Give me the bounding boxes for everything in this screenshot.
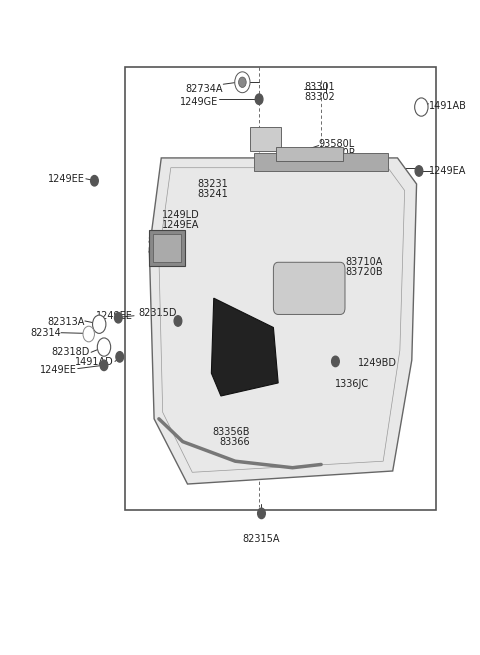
Text: 83394A: 83394A (148, 246, 185, 256)
Circle shape (116, 352, 123, 362)
Text: 1249LD: 1249LD (162, 210, 199, 220)
Circle shape (415, 166, 423, 176)
Text: 82315A: 82315A (243, 534, 280, 544)
Circle shape (83, 326, 95, 342)
Text: 93580R: 93580R (319, 148, 356, 159)
Text: 82734A: 82734A (186, 84, 223, 94)
Text: 1249EE: 1249EE (48, 174, 85, 184)
Text: 93580L: 93580L (319, 139, 355, 149)
Circle shape (258, 508, 265, 519)
Circle shape (100, 360, 108, 371)
Text: 82314: 82314 (30, 328, 61, 338)
Polygon shape (149, 158, 417, 484)
Text: 1491AB: 1491AB (429, 101, 467, 111)
Text: 1249EE: 1249EE (40, 365, 77, 375)
Text: 1249EE: 1249EE (96, 310, 132, 321)
Text: 1249EA: 1249EA (162, 220, 199, 230)
Text: 83393A: 83393A (148, 236, 185, 246)
Circle shape (332, 356, 339, 367)
Text: 82313A: 82313A (48, 317, 85, 328)
Circle shape (93, 315, 106, 333)
Bar (254, 153, 388, 171)
Text: 1249EA: 1249EA (429, 166, 466, 176)
Text: 1249GE: 1249GE (180, 98, 218, 107)
Text: 1249BD: 1249BD (359, 358, 397, 368)
Text: 83356B: 83356B (212, 427, 250, 437)
Text: 83231: 83231 (197, 179, 228, 189)
Bar (149, 230, 185, 265)
Text: 83302: 83302 (304, 92, 335, 102)
Text: 83301: 83301 (304, 83, 335, 92)
Circle shape (239, 77, 246, 88)
Text: 83241: 83241 (197, 189, 228, 199)
Bar (125, 67, 436, 510)
Text: 83366: 83366 (219, 437, 250, 447)
Circle shape (97, 338, 111, 356)
Circle shape (174, 316, 182, 326)
Text: 1336JC: 1336JC (336, 379, 370, 389)
Circle shape (115, 312, 122, 323)
Circle shape (415, 98, 428, 116)
Circle shape (91, 176, 98, 186)
Text: 82318D: 82318D (51, 347, 90, 357)
Circle shape (235, 72, 250, 93)
Polygon shape (211, 298, 278, 396)
Text: 1491AD: 1491AD (75, 357, 114, 367)
Text: 83720B: 83720B (345, 267, 383, 277)
Bar (153, 234, 181, 262)
Circle shape (255, 94, 263, 104)
Text: 82315D: 82315D (139, 308, 177, 318)
Text: 83710A: 83710A (345, 257, 383, 267)
Bar (250, 126, 281, 151)
FancyBboxPatch shape (274, 262, 345, 314)
Bar (276, 147, 343, 161)
